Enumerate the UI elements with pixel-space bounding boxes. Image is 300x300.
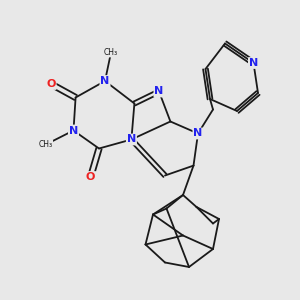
Text: N: N (100, 76, 109, 86)
Text: N: N (127, 134, 136, 145)
Text: N: N (154, 86, 164, 97)
Text: N: N (194, 128, 202, 139)
Text: O: O (46, 79, 56, 89)
Text: CH₃: CH₃ (38, 140, 53, 149)
Text: CH₃: CH₃ (104, 48, 118, 57)
Text: N: N (249, 58, 258, 68)
Text: N: N (69, 125, 78, 136)
Text: O: O (86, 172, 95, 182)
